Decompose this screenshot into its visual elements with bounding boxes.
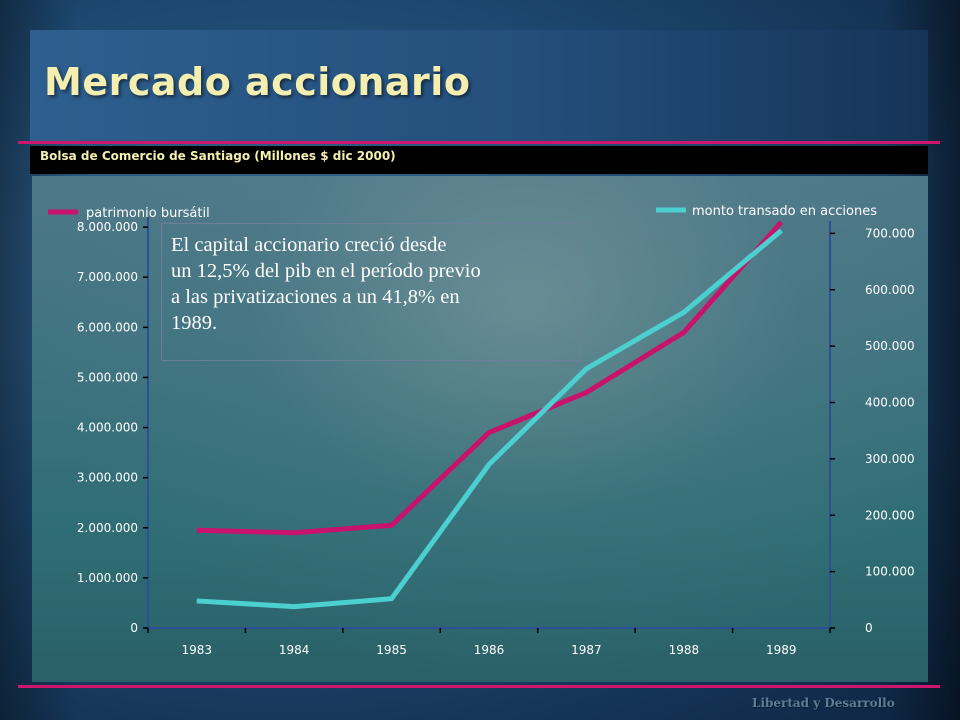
y-left-tick-label: 2.000.000 bbox=[77, 521, 138, 535]
chart-subtitle: Bolsa de Comercio de Santiago (Millones … bbox=[40, 149, 396, 163]
footer-rule bbox=[18, 685, 940, 688]
x-tick-label: 1985 bbox=[376, 643, 407, 657]
annotation-box: El capital accionario creció desde un 12… bbox=[161, 223, 581, 361]
legend-label-monto: monto transado en acciones bbox=[692, 204, 877, 219]
y-left-tick-label: 7.000.000 bbox=[77, 270, 138, 284]
x-tick-label: 1983 bbox=[181, 643, 212, 657]
annotation-line: El capital accionario creció desde bbox=[171, 234, 447, 256]
y-left-tick-label: 0 bbox=[130, 621, 138, 635]
x-tick-label: 1987 bbox=[571, 643, 602, 657]
y-left-tick-label: 1.000.000 bbox=[77, 571, 138, 585]
y-right-tick-label: 400.000 bbox=[865, 396, 915, 410]
y-right-tick-label: 600.000 bbox=[865, 283, 915, 297]
annotation-line: a las privatizaciones a un 41,8% en bbox=[171, 286, 460, 308]
y-right-tick-label: 500.000 bbox=[865, 339, 915, 353]
x-tick-label: 1984 bbox=[279, 643, 310, 657]
y-right-tick-label: 0 bbox=[865, 621, 873, 635]
y-right-tick-label: 200.000 bbox=[865, 508, 915, 522]
footer-logo: Libertad y Desarrollo bbox=[752, 696, 895, 710]
x-tick-label: 1988 bbox=[669, 643, 700, 657]
legend-label-patrimonio: patrimonio bursátil bbox=[86, 206, 210, 221]
subtitle-band bbox=[30, 146, 928, 174]
x-tick-label: 1986 bbox=[474, 643, 505, 657]
y-left-tick-label: 4.000.000 bbox=[77, 421, 138, 435]
annotation-line: un 12,5% del pib en el período previo bbox=[171, 260, 481, 282]
x-tick-label: 1989 bbox=[766, 643, 797, 657]
y-left-tick-label: 5.000.000 bbox=[77, 370, 138, 384]
chart-panel bbox=[32, 176, 928, 682]
y-left-tick-label: 6.000.000 bbox=[77, 320, 138, 334]
y-right-tick-label: 100.000 bbox=[865, 565, 915, 579]
y-right-tick-label: 700.000 bbox=[865, 226, 915, 240]
page-title: Mercado accionario bbox=[44, 60, 471, 104]
title-divider-rule bbox=[18, 141, 940, 144]
y-left-tick-label: 3.000.000 bbox=[77, 471, 138, 485]
title-band bbox=[30, 30, 928, 142]
y-right-tick-label: 300.000 bbox=[865, 452, 915, 466]
annotation-line: 1989. bbox=[171, 312, 218, 334]
y-left-tick-label: 8.000.000 bbox=[77, 220, 138, 234]
